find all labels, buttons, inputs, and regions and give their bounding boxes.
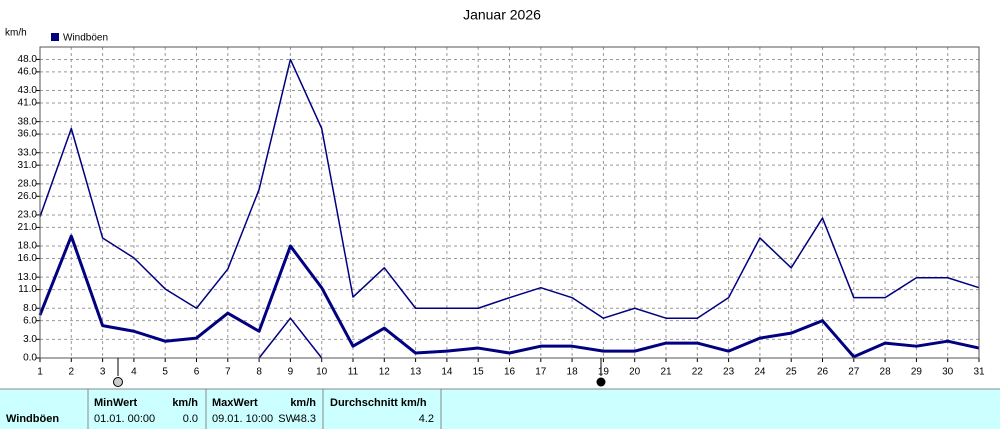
full-moon-icon [113,377,123,387]
y-tick-label: 38.0 [18,116,38,127]
min-value: 0.0 [183,413,198,425]
data-line [258,317,323,359]
y-tick-label: 46.0 [18,67,38,78]
y-tick-label: 16.0 [18,253,38,264]
x-tick-label: 28 [880,367,892,378]
min-date: 01.01. 00:00 [94,413,155,425]
x-tick-label: 10 [316,367,328,378]
x-tick-label: 20 [629,367,641,378]
x-tick-label: 8 [256,367,262,378]
x-tick-label: 19 [598,367,610,378]
x-tick-label: 26 [817,367,829,378]
avg-value: 4.2 [419,413,434,425]
x-tick-label: 11 [348,367,359,378]
x-tick-label: 27 [848,367,860,378]
row-label: Windböen [6,413,59,425]
data-line [38,234,980,359]
y-tick-label: 13.0 [18,272,38,283]
x-tick-label: 9 [288,367,294,378]
x-tick-label: 23 [723,367,735,378]
max-date: 09.01. 10:00 [212,413,273,425]
y-tick-label: 31.0 [18,160,38,171]
y-tick-label: 3.0 [23,334,37,345]
x-tick-label: 29 [911,367,923,378]
y-tick-label: 6.0 [23,315,37,326]
x-tick-label: 7 [225,367,231,378]
col-unit: km/h [290,397,316,409]
x-tick-label: 2 [69,367,75,378]
y-tick-label: 36.0 [18,129,38,140]
x-tick-label: 5 [162,367,168,378]
new-moon-icon [596,377,606,387]
x-tick-label: 12 [379,367,391,378]
legend-label: Windböen [63,33,108,44]
y-tick-label: 28.0 [18,178,38,189]
col-header: MaxWert [212,397,258,409]
legend-swatch [51,33,59,41]
chart-title: Januar 2026 [463,7,541,23]
x-tick-label: 1 [37,367,43,378]
x-tick-label: 21 [660,367,672,378]
max-value: 48.3 [295,413,316,425]
plot-frame [39,46,980,359]
x-tick-label: 16 [504,367,516,378]
y-tick-label: 21.0 [18,222,38,233]
x-tick-label: 6 [194,367,200,378]
col-unit: km/h [172,397,198,409]
max-dir: SW [278,413,296,425]
y-tick-label: 8.0 [23,303,37,314]
x-tick-label: 14 [441,367,453,378]
x-tick-label: 4 [131,367,137,378]
col-header: Durchschnitt km/h [330,397,427,409]
y-tick-label: 33.0 [18,147,38,158]
data-line [39,58,980,319]
x-tick-label: 17 [535,367,547,378]
x-tick-label: 15 [473,367,485,378]
col-header: MinWert [94,397,138,409]
y-tick-label: 0.0 [23,353,37,364]
x-tick-label: 13 [410,367,422,378]
x-tick-label: 30 [942,367,954,378]
x-tick-label: 18 [567,367,579,378]
y-tick-label: 26.0 [18,191,38,202]
x-tick-label: 24 [754,367,766,378]
y-tick-label: 48.0 [18,54,38,65]
y-tick-label: 41.0 [18,98,38,109]
x-tick-label: 3 [100,367,106,378]
y-tick-label: 43.0 [18,85,38,96]
y-tick-label: 11.0 [18,284,37,295]
y-unit: km/h [5,28,27,39]
y-tick-label: 18.0 [18,241,38,252]
y-tick-label: 23.0 [18,210,38,221]
table-bg [0,389,1000,429]
stats-table: Windböen MinWert km/h 01.01. 00:00 0.0 M… [0,388,1000,429]
x-tick-label: 25 [786,367,798,378]
x-tick-label: 22 [692,367,704,378]
x-tick-label: 31 [973,367,985,378]
